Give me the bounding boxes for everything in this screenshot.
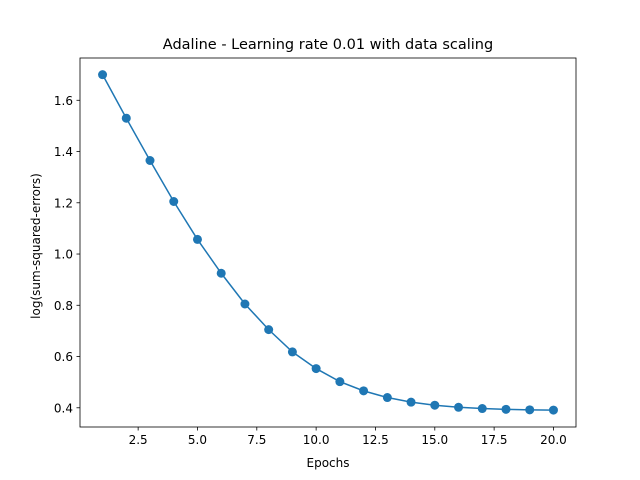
x-tick-label: 10.0 [303, 433, 330, 447]
chart-title: Adaline - Learning rate 0.01 with data s… [163, 37, 493, 53]
data-point [406, 397, 416, 407]
data-point [430, 400, 440, 410]
x-tick-label: 15.0 [421, 433, 448, 447]
y-axis-title: log(sum-squared-errors) [29, 173, 43, 319]
x-tick-label: 2.5 [129, 433, 148, 447]
x-tick-label: 20.0 [540, 433, 567, 447]
x-tick-label: 12.5 [362, 433, 389, 447]
data-point [382, 393, 392, 403]
data-point [454, 402, 464, 412]
data-point [501, 404, 511, 414]
data-point [287, 347, 297, 357]
y-tick-label: 0.6 [54, 350, 73, 364]
x-tick-label: 5.0 [188, 433, 207, 447]
data-point [169, 197, 179, 206]
y-tick-label: 1.2 [54, 196, 73, 210]
data-point [145, 156, 155, 165]
y-tick-label: 1.4 [54, 145, 73, 159]
data-point [240, 299, 250, 309]
data-point [525, 405, 535, 415]
data-point [477, 404, 487, 414]
data-point [311, 364, 321, 374]
data-point [548, 405, 558, 415]
data-point [359, 386, 369, 396]
data-point [192, 234, 202, 244]
data-point [216, 268, 226, 278]
plot-area: 2.5 5.0 7.5 10.0 12.5 15.0 17.5 20.0 0.4 0.6 0.8 1.… [54, 57, 577, 447]
y-tick-label: 1.0 [54, 248, 73, 262]
y-tick-label: 1.6 [54, 94, 73, 108]
axes-frame [79, 57, 577, 428]
data-point [121, 113, 131, 123]
y-tick-label: 0.4 [54, 401, 73, 415]
x-axis-title: Epochs [307, 456, 350, 470]
data-point [335, 377, 345, 387]
y-tick-label: 0.8 [54, 299, 73, 313]
data-point [98, 70, 108, 80]
x-tick-label: 17.5 [481, 433, 508, 447]
data-point [264, 325, 274, 335]
x-tick-label: 7.5 [247, 433, 266, 447]
